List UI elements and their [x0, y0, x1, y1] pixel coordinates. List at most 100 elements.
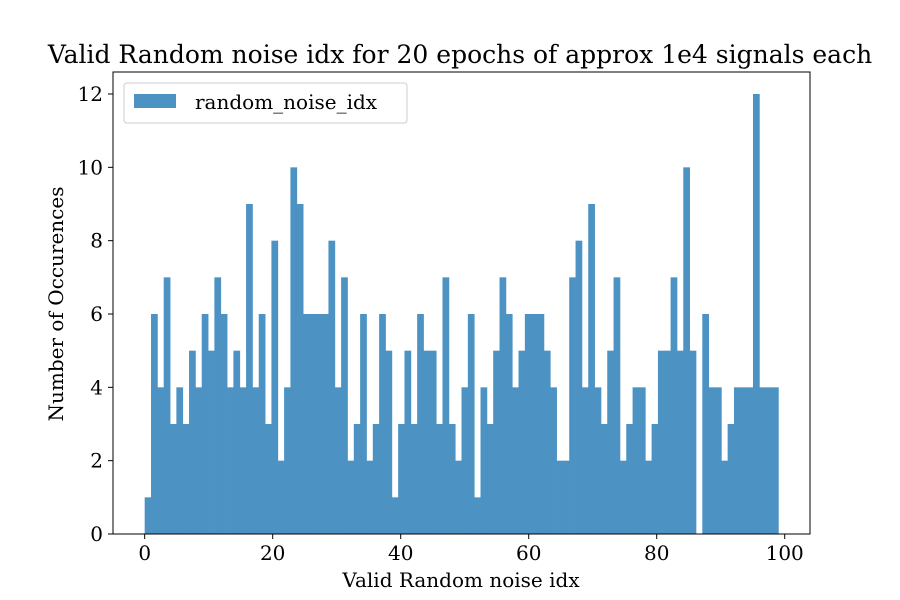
histogram-bar	[746, 387, 754, 534]
histogram-bar	[613, 277, 621, 534]
histogram-bar	[480, 387, 488, 534]
y-tick-label: 4	[90, 375, 103, 399]
histogram-bar	[752, 94, 760, 534]
plot-frame	[112, 71, 811, 535]
x-tick-label: 60	[516, 541, 541, 565]
y-tick-label: 6	[90, 302, 103, 326]
bars-group	[144, 94, 779, 535]
histogram-bar	[645, 460, 652, 534]
histogram-bar	[771, 387, 779, 534]
histogram-bar	[265, 424, 272, 534]
histogram-bar	[619, 460, 627, 534]
histogram-bar	[436, 424, 443, 534]
legend-box	[123, 82, 408, 124]
histogram-bar	[575, 240, 583, 534]
histogram-bar	[740, 387, 748, 534]
y-tick-label: 12	[78, 82, 103, 106]
histogram-bar	[499, 277, 507, 534]
histogram-bar	[201, 314, 209, 534]
histogram-bar	[765, 387, 773, 534]
histogram-bar	[296, 204, 304, 534]
histogram-bar	[303, 314, 310, 534]
x-tick-label: 20	[260, 541, 285, 565]
histogram-bar	[670, 277, 678, 534]
histogram-bar	[714, 387, 722, 534]
histogram-bar	[195, 387, 203, 534]
histogram-bar	[505, 314, 513, 534]
histogram-bar	[423, 350, 431, 534]
histogram-bar	[651, 424, 659, 534]
histogram-bar	[531, 314, 538, 534]
histogram-bar	[702, 314, 710, 534]
histogram-bar	[214, 277, 222, 534]
histogram-bar	[309, 314, 317, 534]
histogram-bar	[657, 350, 665, 534]
histogram-bar	[708, 387, 716, 534]
histogram-bar	[417, 314, 424, 534]
histogram-bar	[467, 314, 475, 534]
histogram-bar	[556, 460, 564, 534]
histogram-bar	[290, 167, 298, 535]
histogram-bar	[562, 460, 570, 534]
histogram-bar	[372, 424, 380, 534]
x-tick-label: 40	[388, 541, 413, 565]
histogram-bar	[588, 204, 595, 534]
histogram-bar	[759, 387, 767, 534]
histogram-bar	[733, 387, 741, 534]
histogram-bar	[144, 497, 152, 534]
histogram-bar	[626, 424, 633, 534]
histogram-bar	[638, 387, 646, 534]
histogram-bar	[239, 387, 247, 534]
histogram-bar	[391, 497, 399, 534]
histogram-bar	[600, 424, 608, 534]
histogram-bar	[252, 387, 260, 534]
histogram-bar	[410, 424, 418, 534]
histogram-bar	[233, 350, 241, 534]
histogram-bar	[569, 277, 576, 534]
histogram-bar	[524, 314, 532, 534]
histogram-bar	[512, 387, 519, 534]
histogram-bar	[543, 350, 551, 534]
histogram-bar	[258, 314, 266, 534]
histogram-bar	[486, 424, 494, 534]
histogram-bar	[607, 350, 614, 534]
histogram-bar	[493, 350, 500, 534]
histogram-bar	[455, 460, 462, 534]
legend: random_noise_idx	[123, 82, 408, 124]
x-axis-label: Valid Random noise idx	[341, 568, 580, 592]
histogram-bar	[721, 460, 729, 534]
histogram-bar	[429, 350, 437, 534]
histogram-bar	[461, 387, 469, 534]
histogram-bar	[664, 350, 671, 534]
histogram-bar	[518, 350, 526, 534]
histogram-bar	[537, 314, 545, 534]
legend-swatch	[134, 94, 176, 108]
histogram-bar	[474, 497, 481, 534]
histogram-bar	[676, 350, 684, 534]
histogram-bar	[353, 424, 361, 534]
histogram-bar	[315, 314, 323, 534]
histogram-bar	[448, 424, 456, 534]
histogram-bar	[271, 240, 279, 534]
histogram-bar	[581, 387, 589, 534]
histogram-bar	[689, 350, 697, 534]
x-tick-label: 0	[138, 541, 151, 565]
histogram-bar	[379, 314, 386, 534]
histogram-bar	[334, 387, 342, 534]
histogram-bar	[366, 460, 374, 534]
legend-label: random_noise_idx	[195, 90, 378, 114]
y-tick-label: 10	[78, 155, 103, 179]
histogram-bar	[284, 387, 291, 534]
histogram-bar	[328, 240, 336, 534]
histogram-bar	[182, 424, 190, 534]
histogram-bar	[347, 460, 355, 534]
histogram-bar	[163, 277, 171, 534]
y-tick-label: 2	[90, 449, 103, 473]
x-tick-label: 80	[644, 541, 669, 565]
histogram-bar	[189, 350, 196, 534]
histogram-bar	[157, 387, 165, 534]
histogram-bar	[170, 424, 177, 534]
histogram-bar	[594, 387, 602, 534]
histogram-bar	[727, 424, 735, 534]
